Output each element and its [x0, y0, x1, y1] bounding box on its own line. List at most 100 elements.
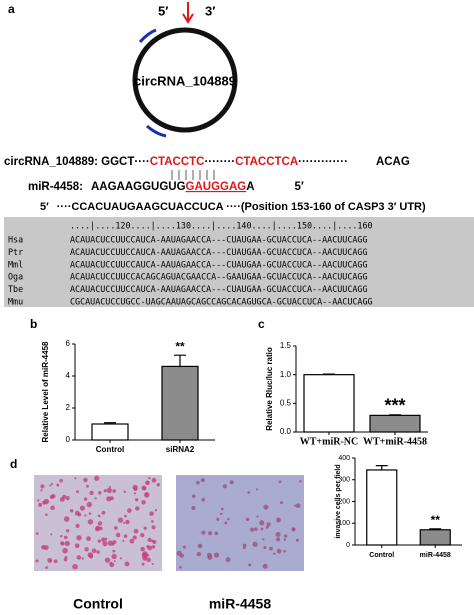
primer	[138, 28, 157, 44]
y-axis-label: invasive cells per field	[335, 464, 342, 538]
y-axis-label: Relative Level of miR-4458	[41, 341, 50, 442]
cell	[84, 514, 87, 517]
cell	[293, 504, 297, 507]
seq: ········	[204, 156, 235, 168]
cell	[151, 562, 154, 566]
cell	[273, 552, 276, 555]
y-tick-label: 0.5	[280, 398, 292, 407]
cell	[112, 489, 116, 493]
cell	[81, 557, 84, 560]
y-tick-label: 0.0	[280, 427, 292, 436]
cell	[140, 546, 145, 552]
cell	[83, 497, 88, 501]
cell	[53, 559, 58, 564]
cell	[112, 549, 116, 553]
panel-label: d	[10, 457, 17, 471]
cell	[262, 563, 268, 569]
cell	[49, 484, 52, 487]
cell	[74, 477, 77, 480]
cell	[123, 490, 127, 494]
cell	[196, 551, 202, 557]
cell	[227, 517, 230, 521]
seq: ·············	[298, 156, 348, 168]
cell	[79, 505, 85, 511]
arrow	[182, 2, 194, 24]
cell	[201, 497, 205, 502]
x-tick-label: siRNA2	[166, 445, 195, 454]
utr-sequence: 5′ ····CCACUAUGAAGCUACCUCA ····(Position …	[40, 201, 426, 213]
cell	[265, 525, 269, 529]
aligned-sequence: ACAUACUCCUUCCAUCA-AAUAGAACCA---CUAUGAA-G…	[70, 247, 368, 257]
cell	[97, 539, 102, 543]
cell	[75, 523, 80, 528]
cell	[291, 527, 296, 532]
error-bar	[174, 354, 186, 367]
cell	[259, 520, 265, 526]
cell	[151, 525, 156, 530]
cell	[200, 478, 205, 483]
circle-label: circRNA_104889	[134, 73, 236, 88]
cell	[50, 505, 55, 511]
cell	[96, 550, 100, 554]
seq: 5′	[295, 181, 304, 193]
cell	[43, 545, 49, 551]
cell	[94, 475, 100, 481]
cell	[224, 521, 228, 525]
y-tick-label: 1.5	[280, 341, 292, 350]
cell	[276, 548, 282, 554]
cell	[64, 540, 70, 547]
seq-site: CTACCTC	[150, 156, 205, 168]
cell	[50, 533, 53, 536]
significance: **	[175, 339, 185, 353]
cell	[279, 501, 284, 505]
cell	[74, 543, 80, 549]
ruler: ....|....120....|....130....|....140....…	[70, 221, 373, 231]
cell	[97, 514, 101, 518]
y-tick-label: 200	[338, 498, 350, 505]
cell	[95, 526, 100, 532]
cell	[59, 478, 64, 483]
cell	[146, 557, 151, 563]
cell	[84, 547, 89, 552]
cell	[98, 491, 102, 495]
cell	[69, 509, 74, 513]
primer	[146, 124, 167, 138]
circ-rna	[132, 27, 238, 133]
species: Ptr	[8, 247, 23, 257]
seq-site: GAUGGAG	[186, 181, 247, 193]
cell	[113, 559, 116, 563]
x-tick-label: WT+miR-NC	[300, 436, 358, 447]
cell	[255, 488, 259, 491]
cell	[147, 537, 152, 543]
cell	[135, 506, 140, 511]
cell	[50, 482, 54, 486]
seq: A	[246, 181, 254, 193]
cell	[148, 476, 151, 480]
cell	[134, 498, 139, 502]
cell	[151, 477, 157, 483]
cell	[64, 555, 68, 559]
cell	[76, 555, 82, 560]
cell	[269, 546, 273, 551]
panel-label: b	[30, 317, 37, 331]
cell	[47, 557, 53, 563]
cell	[63, 535, 68, 540]
bar	[419, 529, 451, 546]
cell	[111, 553, 117, 560]
y-tick-label: 4	[66, 371, 71, 380]
error-bar	[429, 528, 442, 530]
cell	[108, 485, 111, 489]
significance: **	[431, 513, 441, 527]
seq-site: CTACCTCA	[235, 156, 298, 168]
cell	[142, 551, 148, 557]
y-tick-label: 400	[338, 455, 350, 462]
cell	[35, 532, 39, 535]
image-label: Control	[73, 596, 123, 612]
cell	[214, 531, 219, 536]
cell	[35, 559, 39, 563]
y-tick-label: 1.0	[280, 370, 292, 379]
cell	[127, 508, 132, 513]
alignment-box	[4, 217, 474, 307]
cell	[245, 517, 250, 522]
aligned-sequence: ACAUACUCCUUCCACAGCAGUACGAACCA--GAAUGAA-G…	[70, 272, 368, 282]
